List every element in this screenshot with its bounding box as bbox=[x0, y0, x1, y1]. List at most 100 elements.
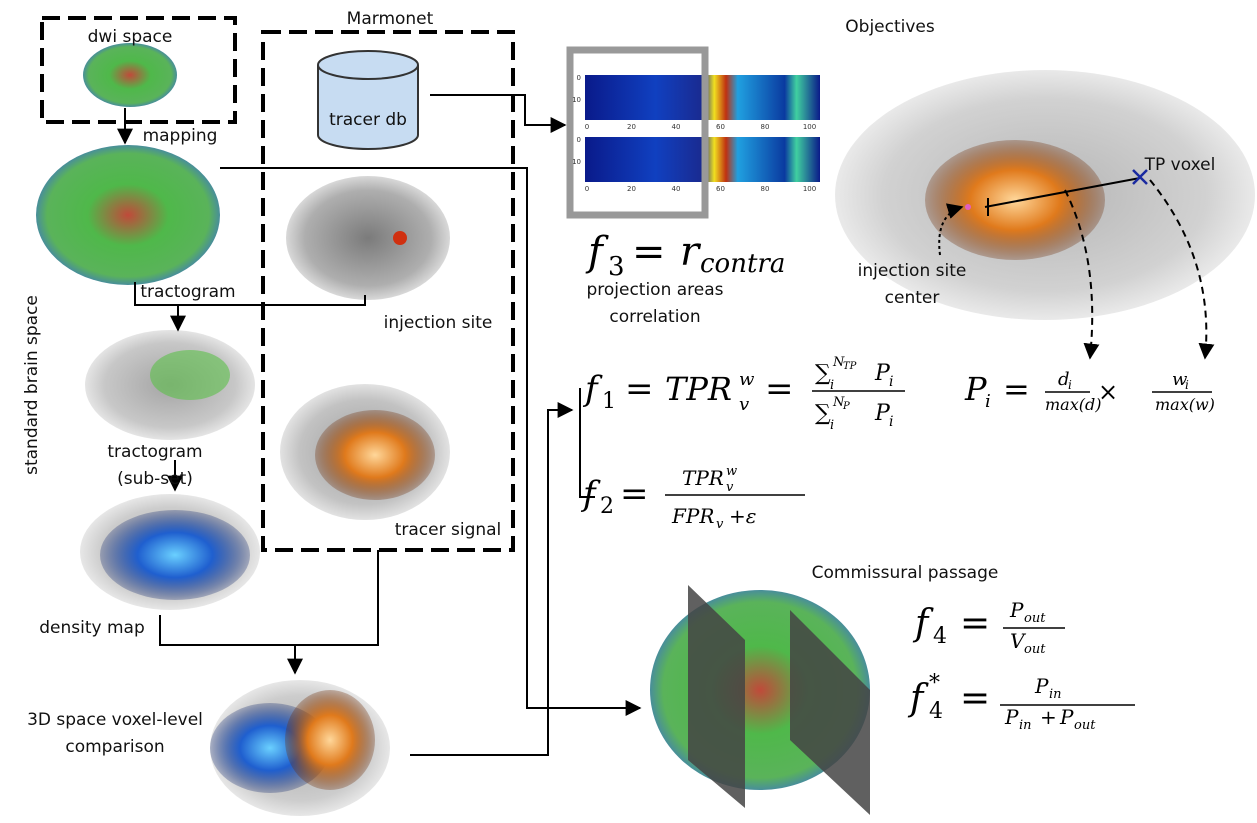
formula-token: 4 bbox=[933, 624, 947, 649]
formula-token: out bbox=[1024, 642, 1046, 657]
heatmap-tick: 0 bbox=[585, 123, 589, 131]
heatmap-tick: 20 bbox=[627, 123, 636, 131]
fibers bbox=[150, 350, 230, 400]
label: Commissural passage bbox=[812, 563, 999, 583]
heatmap-tick: 40 bbox=[672, 123, 681, 131]
connector bbox=[159, 550, 379, 646]
formula-token: = bbox=[625, 369, 654, 409]
formula-token: 2 bbox=[600, 494, 614, 519]
formula-token: P bbox=[964, 370, 987, 408]
heatmap-tick: 40 bbox=[672, 185, 681, 193]
formula-token: × bbox=[1098, 378, 1118, 406]
formula-token: P bbox=[1034, 674, 1049, 698]
heatmap-tick: 0 bbox=[585, 185, 589, 193]
label: Marmonet bbox=[347, 9, 434, 29]
formula-token: TPR bbox=[682, 466, 724, 490]
formula-token: = bbox=[632, 229, 666, 275]
formula-token: i bbox=[889, 414, 893, 430]
label: tracer signal bbox=[395, 520, 502, 540]
formula-token: in bbox=[1049, 687, 1062, 702]
label: comparison bbox=[65, 737, 164, 757]
dashed-arrow bbox=[1064, 189, 1100, 360]
formula-token: max(d) bbox=[1045, 395, 1101, 414]
formula-token: v bbox=[716, 517, 724, 532]
brain-image bbox=[36, 145, 220, 285]
highlight-frame bbox=[566, 46, 709, 219]
formula-token: P bbox=[1059, 705, 1074, 729]
center-marker bbox=[965, 204, 971, 210]
distance-line bbox=[984, 177, 1141, 208]
formula-token: f bbox=[585, 229, 609, 275]
db-cylinder-top bbox=[317, 50, 419, 80]
db-cylinder bbox=[317, 65, 419, 150]
label: (sub-set) bbox=[117, 469, 193, 489]
label: center bbox=[885, 288, 940, 308]
formula-token: ∑ bbox=[815, 401, 831, 426]
tracer-signal bbox=[925, 140, 1105, 260]
formula-token: TP bbox=[843, 361, 857, 372]
label: tractogram bbox=[140, 282, 235, 302]
formula-token: i bbox=[830, 378, 834, 393]
label: projection areas bbox=[586, 280, 723, 300]
formula-token: * bbox=[929, 671, 940, 696]
label: mapping bbox=[143, 126, 218, 146]
formula-token: = bbox=[620, 474, 649, 514]
label: injection site bbox=[858, 261, 967, 281]
label: standard brain space bbox=[22, 295, 42, 475]
formula-token: P bbox=[1004, 705, 1019, 729]
formula-token: = bbox=[960, 603, 990, 644]
label: density map bbox=[39, 618, 145, 638]
formula-token: 4 bbox=[929, 699, 943, 724]
arrow bbox=[430, 94, 567, 133]
formula-token: f bbox=[907, 678, 929, 719]
formula-token: P bbox=[874, 401, 891, 426]
formula-token: v bbox=[726, 480, 734, 495]
formula-token: P bbox=[1009, 598, 1024, 622]
brain-image bbox=[286, 176, 450, 300]
heatmap-tick: 80 bbox=[761, 123, 770, 131]
formula-token: = bbox=[1003, 370, 1030, 408]
formula-token: w bbox=[1172, 369, 1188, 390]
heatmap-tick: 80 bbox=[761, 185, 770, 193]
formula-token: N bbox=[832, 395, 845, 410]
formula-token: = bbox=[960, 678, 990, 719]
formula-token: f bbox=[912, 603, 934, 644]
formula-token: +ε bbox=[729, 504, 757, 528]
formula-token: out bbox=[1024, 611, 1046, 626]
formula-token: in bbox=[1019, 718, 1032, 733]
arrow bbox=[410, 402, 574, 756]
formula-token: f bbox=[580, 474, 601, 514]
injection-dot bbox=[393, 231, 407, 245]
tp-marker bbox=[1132, 169, 1148, 185]
formula-token: contra bbox=[700, 249, 785, 279]
label: injection site bbox=[384, 313, 493, 333]
label: tracer db bbox=[329, 110, 407, 130]
formula-token: i bbox=[1185, 378, 1189, 392]
arrow bbox=[220, 167, 642, 716]
heatmap-tick: 0 bbox=[577, 74, 581, 82]
marmonet-box bbox=[261, 30, 515, 552]
formula-token: i bbox=[889, 374, 893, 390]
dwi-box bbox=[40, 16, 237, 124]
heatmap-tick: 60 bbox=[716, 185, 725, 193]
label: TP voxel bbox=[1144, 155, 1216, 175]
formula-token: TPR bbox=[665, 370, 732, 408]
bracket bbox=[579, 388, 595, 498]
label: 3D space voxel-level bbox=[27, 710, 203, 730]
heatmap-tick: 0 bbox=[577, 136, 581, 144]
label: tractogram bbox=[107, 442, 202, 462]
formula-token: w bbox=[739, 369, 755, 390]
formula-token: max(w) bbox=[1155, 395, 1215, 414]
heatmap-tick: 10 bbox=[572, 158, 581, 166]
formula-token: P bbox=[874, 361, 891, 386]
heatmap-tick: 100 bbox=[803, 185, 816, 193]
label: Objectives bbox=[845, 17, 935, 37]
formula-token: r bbox=[680, 229, 702, 275]
formula-token: out bbox=[1074, 718, 1096, 733]
formula-token: FPR bbox=[671, 504, 714, 528]
heatmap-tick: 60 bbox=[716, 123, 725, 131]
formula-token: f bbox=[582, 369, 603, 409]
tracer-signal bbox=[285, 690, 375, 790]
dashed-arrow bbox=[1149, 179, 1215, 360]
formula-token: P bbox=[842, 401, 850, 412]
